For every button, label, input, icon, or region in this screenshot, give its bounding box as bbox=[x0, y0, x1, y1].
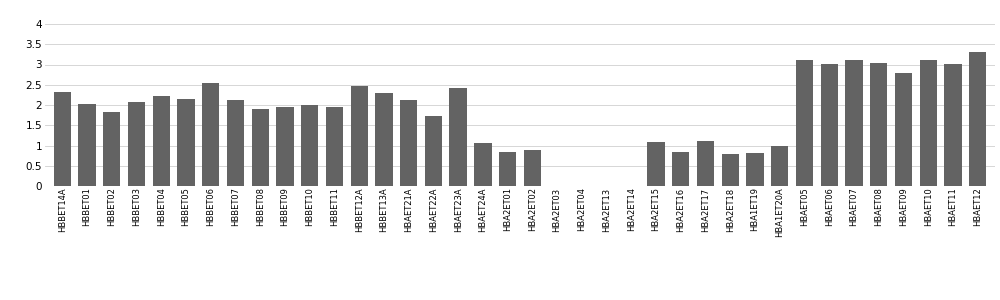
Bar bbox=[746, 153, 764, 186]
Bar bbox=[920, 60, 937, 186]
Bar bbox=[845, 60, 863, 186]
Bar bbox=[944, 64, 962, 186]
Bar bbox=[722, 154, 739, 186]
Bar bbox=[153, 96, 170, 186]
Bar bbox=[672, 152, 689, 186]
Bar bbox=[227, 100, 244, 186]
Bar bbox=[54, 92, 71, 186]
Bar bbox=[449, 88, 467, 186]
Bar bbox=[351, 85, 368, 186]
Bar bbox=[375, 93, 393, 186]
Bar bbox=[400, 100, 417, 186]
Bar bbox=[128, 102, 145, 186]
Bar bbox=[301, 105, 318, 186]
Bar bbox=[177, 99, 195, 186]
Bar bbox=[326, 106, 343, 186]
Bar bbox=[425, 116, 442, 186]
Bar bbox=[103, 112, 120, 186]
Bar bbox=[895, 74, 912, 186]
Bar bbox=[647, 142, 665, 186]
Bar bbox=[474, 143, 492, 186]
Bar bbox=[276, 106, 294, 186]
Bar bbox=[870, 63, 887, 186]
Bar bbox=[969, 52, 986, 186]
Bar bbox=[796, 60, 813, 186]
Bar bbox=[524, 150, 541, 186]
Bar bbox=[252, 109, 269, 186]
Bar bbox=[771, 146, 788, 186]
Bar bbox=[78, 104, 96, 186]
Bar bbox=[499, 152, 516, 186]
Bar bbox=[821, 64, 838, 186]
Bar bbox=[697, 141, 714, 186]
Bar bbox=[202, 83, 219, 186]
